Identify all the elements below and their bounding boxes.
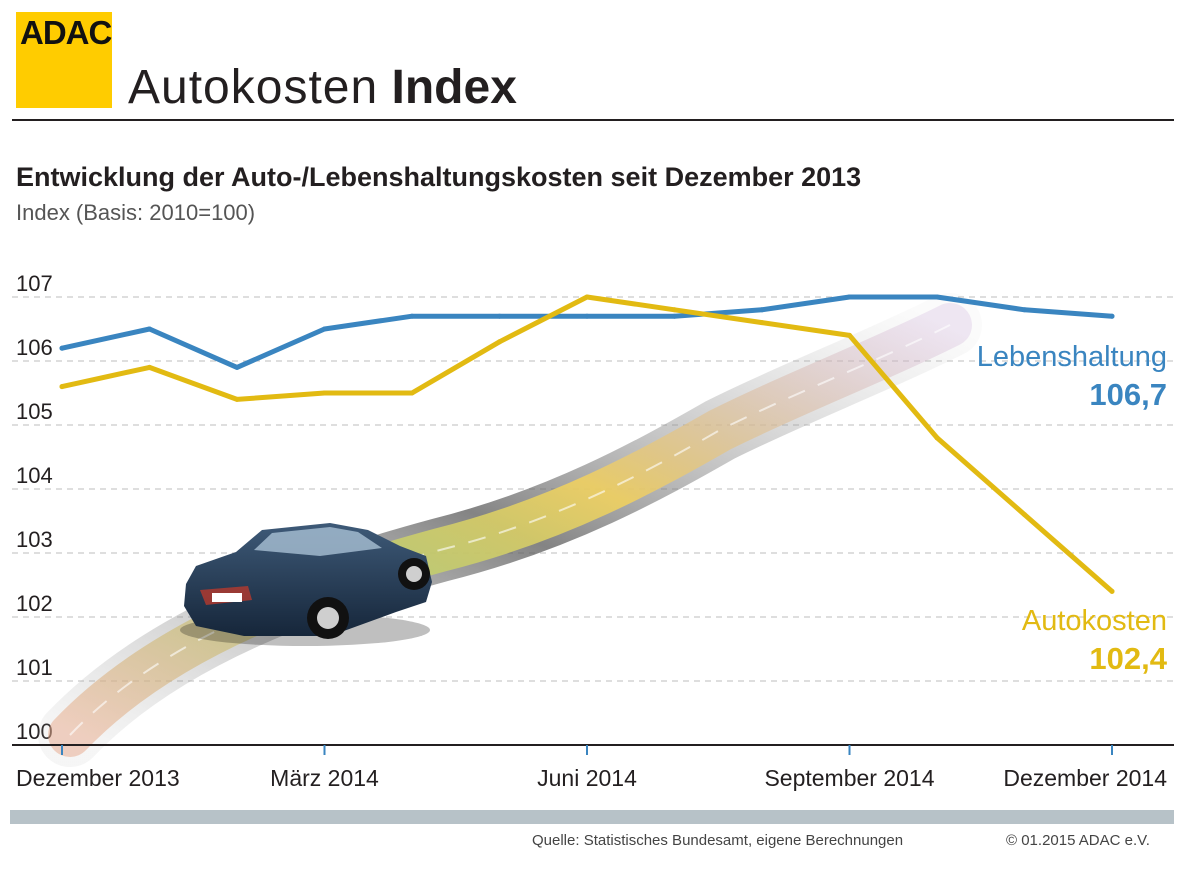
x-tick-label: Juni 2014	[537, 765, 637, 791]
data-point-lebenshaltung	[409, 313, 415, 319]
footer-band	[10, 810, 1174, 824]
page-title-bold: Index	[391, 61, 517, 114]
page-title-light: Autokosten	[128, 61, 379, 114]
y-tick-label: 107	[16, 271, 53, 296]
data-point-autokosten	[1022, 512, 1027, 518]
y-tick-label: 104	[16, 463, 53, 488]
data-point-autokosten	[847, 332, 852, 338]
legend-label-lebenshaltung: Lebenshaltung	[977, 341, 1167, 373]
y-tick-label: 106	[16, 335, 53, 360]
data-point-lebenshaltung	[1022, 307, 1027, 313]
data-point-autokosten	[584, 294, 590, 300]
chart-subtitle: Index (Basis: 2010=100)	[16, 200, 256, 225]
copyright-note: © 01.2015 ADAC e.V.	[1006, 832, 1150, 849]
data-point-lebenshaltung	[847, 294, 852, 300]
data-point-lebenshaltung	[147, 326, 152, 332]
chart-title: Entwicklung der Auto-/Lebenshaltungskost…	[16, 162, 862, 192]
y-tick-label: 101	[16, 655, 53, 680]
legend-label-autokosten: Autokosten	[1022, 605, 1167, 637]
end-value-lebenshaltung: 106,7	[1089, 377, 1167, 412]
header-divider	[12, 119, 1174, 121]
data-point-lebenshaltung	[322, 326, 327, 332]
car-illustration	[180, 523, 432, 646]
data-point-lebenshaltung	[1109, 313, 1115, 319]
data-point-lebenshaltung	[672, 313, 677, 319]
data-point-autokosten	[147, 364, 152, 370]
logo-text: ADAC	[20, 14, 112, 51]
data-point-lebenshaltung	[59, 345, 65, 351]
x-tick-label: Dezember 2013	[16, 765, 180, 791]
data-point-autokosten	[497, 339, 502, 345]
adac-logo: ADAC	[16, 12, 112, 108]
data-point-lebenshaltung	[497, 313, 502, 319]
source-note: Quelle: Statistisches Bundesamt, eigene …	[532, 832, 904, 849]
data-point-autokosten	[934, 435, 940, 441]
x-tick-label: September 2014	[764, 765, 934, 791]
data-point-lebenshaltung	[759, 307, 765, 313]
data-point-autokosten	[759, 320, 765, 326]
data-point-lebenshaltung	[934, 294, 940, 300]
data-point-autokosten	[1109, 588, 1115, 594]
y-tick-label: 105	[16, 399, 53, 424]
data-point-autokosten	[322, 390, 327, 396]
data-point-autokosten	[234, 396, 240, 402]
data-point-lebenshaltung	[584, 313, 590, 319]
page-title: Autokosten Index	[128, 58, 517, 118]
data-point-autokosten	[59, 384, 65, 390]
y-tick-label: 103	[16, 527, 53, 552]
data-point-lebenshaltung	[234, 364, 240, 370]
data-point-autokosten	[672, 307, 677, 313]
end-value-autokosten: 102,4	[1089, 641, 1167, 676]
x-tick-label: Dezember 2014	[1003, 765, 1167, 791]
y-tick-label: 102	[16, 591, 53, 616]
data-point-autokosten	[409, 390, 415, 396]
x-tick-label: März 2014	[270, 765, 379, 791]
